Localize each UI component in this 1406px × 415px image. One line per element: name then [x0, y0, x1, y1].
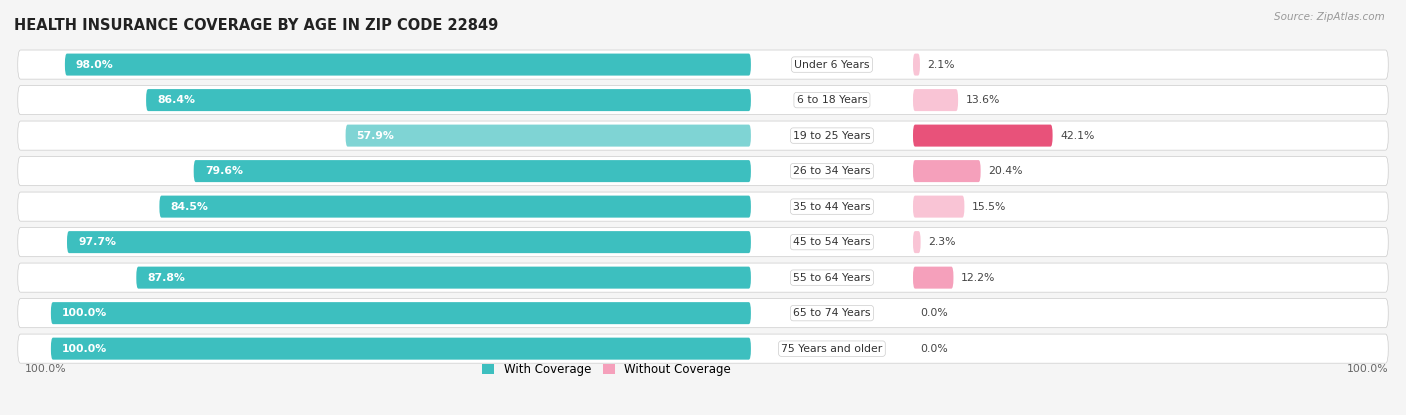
Text: 97.7%: 97.7% [79, 237, 117, 247]
Text: 0.0%: 0.0% [921, 308, 948, 318]
FancyBboxPatch shape [18, 121, 1388, 150]
Text: 13.6%: 13.6% [966, 95, 1000, 105]
Text: 2.3%: 2.3% [928, 237, 956, 247]
Text: 57.9%: 57.9% [357, 131, 395, 141]
FancyBboxPatch shape [18, 85, 1388, 115]
Text: Source: ZipAtlas.com: Source: ZipAtlas.com [1274, 12, 1385, 22]
Text: 55 to 64 Years: 55 to 64 Years [793, 273, 870, 283]
Text: 75 Years and older: 75 Years and older [782, 344, 883, 354]
Text: 79.6%: 79.6% [205, 166, 243, 176]
Text: 35 to 44 Years: 35 to 44 Years [793, 202, 870, 212]
Text: Under 6 Years: Under 6 Years [794, 60, 870, 70]
Text: 2.1%: 2.1% [928, 60, 955, 70]
Legend: With Coverage, Without Coverage: With Coverage, Without Coverage [478, 359, 735, 381]
FancyBboxPatch shape [51, 302, 751, 324]
Text: 12.2%: 12.2% [960, 273, 995, 283]
FancyBboxPatch shape [146, 89, 751, 111]
FancyBboxPatch shape [18, 263, 1388, 292]
FancyBboxPatch shape [159, 195, 751, 217]
Text: 45 to 54 Years: 45 to 54 Years [793, 237, 870, 247]
Text: 20.4%: 20.4% [988, 166, 1022, 176]
Text: 87.8%: 87.8% [148, 273, 186, 283]
FancyBboxPatch shape [18, 334, 1388, 363]
Text: 65 to 74 Years: 65 to 74 Years [793, 308, 870, 318]
FancyBboxPatch shape [912, 231, 921, 253]
FancyBboxPatch shape [912, 266, 953, 289]
FancyBboxPatch shape [194, 160, 751, 182]
FancyBboxPatch shape [18, 156, 1388, 186]
Text: 100.0%: 100.0% [62, 344, 107, 354]
Text: 100.0%: 100.0% [62, 308, 107, 318]
FancyBboxPatch shape [912, 89, 957, 111]
Text: 0.0%: 0.0% [921, 344, 948, 354]
FancyBboxPatch shape [18, 298, 1388, 328]
FancyBboxPatch shape [51, 338, 751, 360]
Text: 15.5%: 15.5% [972, 202, 1007, 212]
Text: 19 to 25 Years: 19 to 25 Years [793, 131, 870, 141]
Text: 100.0%: 100.0% [1347, 364, 1388, 374]
FancyBboxPatch shape [67, 231, 751, 253]
FancyBboxPatch shape [18, 50, 1388, 79]
FancyBboxPatch shape [912, 54, 920, 76]
FancyBboxPatch shape [18, 227, 1388, 257]
Text: 6 to 18 Years: 6 to 18 Years [797, 95, 868, 105]
FancyBboxPatch shape [18, 192, 1388, 221]
Text: HEALTH INSURANCE COVERAGE BY AGE IN ZIP CODE 22849: HEALTH INSURANCE COVERAGE BY AGE IN ZIP … [14, 18, 498, 33]
FancyBboxPatch shape [346, 124, 751, 146]
Text: 86.4%: 86.4% [157, 95, 195, 105]
Text: 26 to 34 Years: 26 to 34 Years [793, 166, 870, 176]
FancyBboxPatch shape [65, 54, 751, 76]
FancyBboxPatch shape [136, 266, 751, 289]
Text: 42.1%: 42.1% [1060, 131, 1094, 141]
Text: 84.5%: 84.5% [170, 202, 208, 212]
FancyBboxPatch shape [912, 160, 980, 182]
FancyBboxPatch shape [912, 195, 965, 217]
FancyBboxPatch shape [912, 124, 1053, 146]
Text: 100.0%: 100.0% [25, 364, 66, 374]
Text: 98.0%: 98.0% [76, 60, 114, 70]
